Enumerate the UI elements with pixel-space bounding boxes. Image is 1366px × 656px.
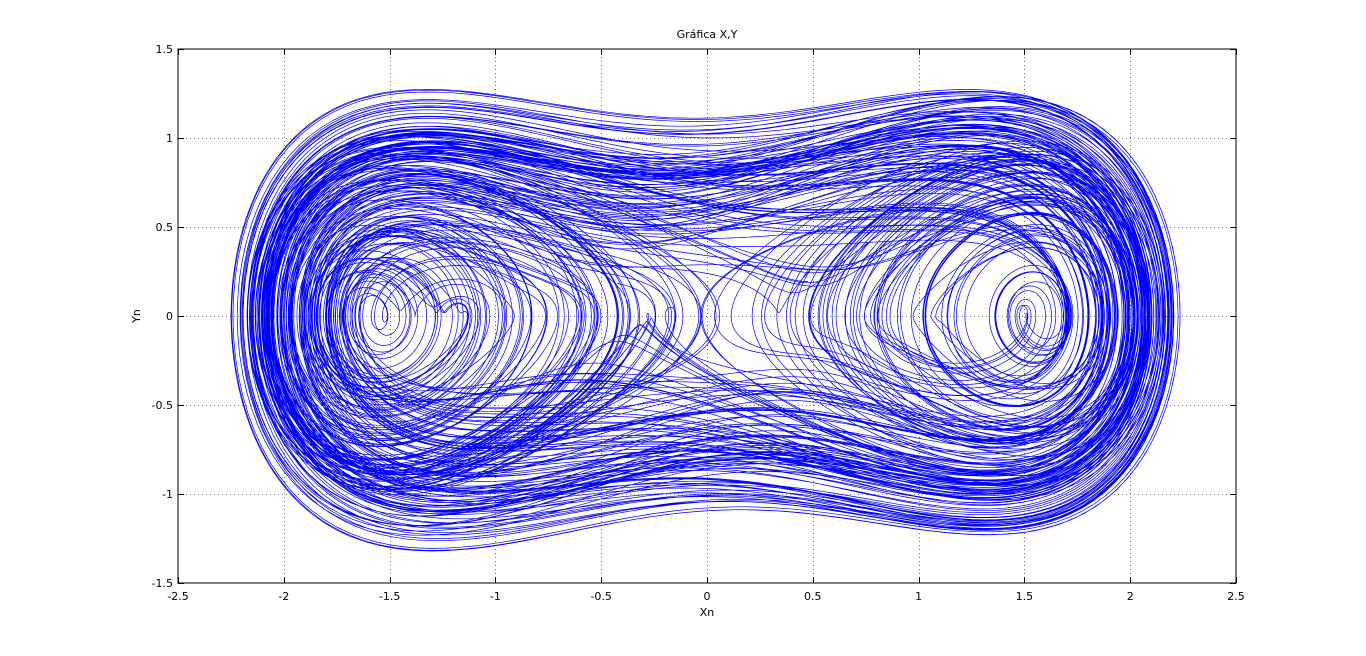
y-tick-label: 1 bbox=[166, 132, 173, 145]
y-tick-label: 0 bbox=[166, 310, 173, 323]
y-tick-label: 0.5 bbox=[156, 221, 174, 234]
y-tick-label: -1.5 bbox=[152, 577, 173, 590]
y-axis-title: Yn bbox=[130, 309, 143, 324]
x-axis-title: Xn bbox=[700, 606, 715, 619]
y-tick-label: 1.5 bbox=[156, 43, 174, 56]
x-tick-label: 1.5 bbox=[1016, 590, 1034, 603]
x-tick-label: -2.5 bbox=[167, 590, 188, 603]
x-tick-label: -1.5 bbox=[379, 590, 400, 603]
x-tick-label: -0.5 bbox=[590, 590, 611, 603]
x-tick-label: 0.5 bbox=[804, 590, 822, 603]
x-tick-label: 1 bbox=[915, 590, 922, 603]
y-tick-label: -0.5 bbox=[152, 399, 173, 412]
x-tick-label: -2 bbox=[278, 590, 289, 603]
x-tick-label: -1 bbox=[490, 590, 501, 603]
x-tick-label: 2.5 bbox=[1227, 590, 1245, 603]
x-tick-label: 0 bbox=[704, 590, 711, 603]
chart-title: Gráfica X,Y bbox=[677, 28, 738, 41]
x-tick-label: 2 bbox=[1127, 590, 1134, 603]
y-tick-label: -1 bbox=[162, 488, 173, 501]
